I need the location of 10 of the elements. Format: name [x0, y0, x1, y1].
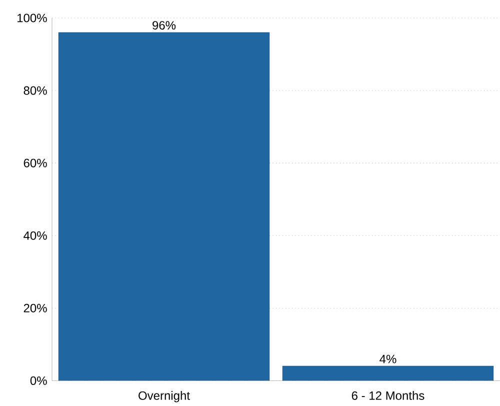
- x-tick-label: Overnight: [138, 391, 190, 402]
- y-tick-label: 40%: [24, 231, 47, 240]
- y-tick-label: 100%: [18, 14, 47, 22]
- y-tick-label: 0%: [30, 376, 47, 385]
- y-tick-label: 80%: [24, 86, 47, 95]
- data-label: 96%: [152, 21, 176, 30]
- data-label: 4%: [380, 354, 396, 364]
- y-tick-label: 60%: [24, 158, 47, 168]
- y-tick-label: 20%: [24, 304, 47, 312]
- x-tick-label: 6 - 12 Months: [352, 391, 424, 400]
